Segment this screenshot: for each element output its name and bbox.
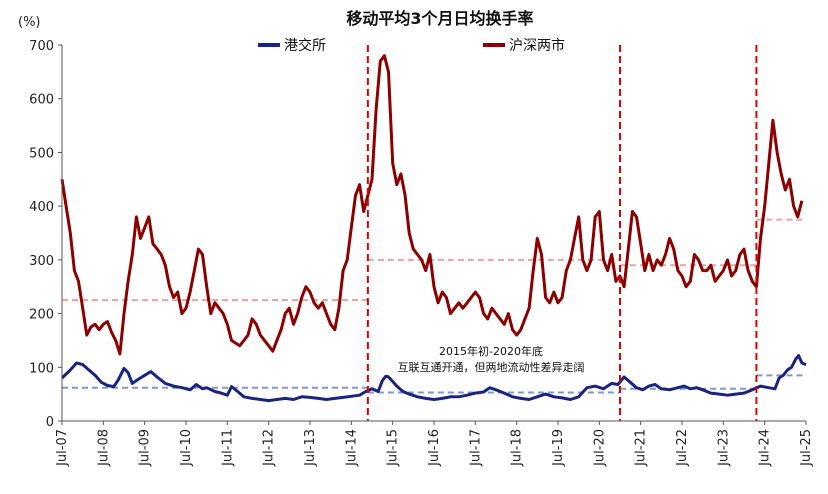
- y-tick-label: 600: [29, 93, 54, 108]
- x-tick-label: Jul-24: [758, 429, 773, 467]
- x-tick-label: Jul-16: [427, 429, 442, 467]
- x-tick-label: Jul-13: [303, 429, 318, 467]
- y-axis: 0 100 200 300 400 500 600 700: [29, 39, 62, 430]
- chart-title: 移动平均3个月日均换手率: [346, 9, 533, 28]
- x-tick-label: Jul-23: [716, 429, 731, 467]
- y-tick-label: 500: [29, 146, 54, 161]
- series-lines: [60, 54, 807, 403]
- x-tick-label: Jul-07: [55, 429, 70, 467]
- y-tick-label: 100: [29, 361, 54, 376]
- y-axis-unit-label: (%): [18, 15, 41, 30]
- x-axis: Jul-07 Jul-08 Jul-09 Jul-10 Jul-11 Jul-12 Jul-…: [55, 421, 814, 467]
- annotation-line-2: 互联互通开通，但两地流动性差异走阔: [398, 360, 585, 374]
- x-tick-label: Jul-09: [138, 429, 153, 467]
- period-dividers: [366, 45, 758, 421]
- legend-label-hkex: 港交所: [284, 37, 326, 54]
- x-tick-label: Jul-17: [468, 429, 483, 467]
- series-line: [60, 54, 804, 356]
- x-tick-label: Jul-14: [344, 429, 359, 467]
- x-tick-label: Jul-19: [551, 429, 566, 467]
- x-tick-label: Jul-22: [675, 429, 690, 467]
- x-tick-label: Jul-18: [510, 429, 525, 467]
- annotation-line-1: 2015年初-2020年底: [439, 344, 543, 358]
- x-tick-label: Jul-08: [96, 429, 111, 467]
- x-tick-label: Jul-20: [592, 429, 607, 467]
- x-tick-label: Jul-21: [634, 429, 649, 467]
- x-tick-label: Jul-12: [262, 429, 277, 467]
- series-line: [60, 354, 807, 403]
- legend: 港交所 沪深两市: [258, 37, 565, 54]
- y-tick-label: 200: [29, 308, 54, 323]
- x-tick-label: Jul-11: [220, 429, 235, 467]
- annotation-box: [378, 343, 608, 375]
- legend-label-shsz: 沪深两市: [509, 37, 565, 54]
- y-tick-label: 300: [29, 254, 54, 269]
- y-tick-label: 400: [29, 200, 54, 215]
- x-tick-label: Jul-25: [799, 429, 814, 467]
- x-tick-label: Jul-10: [179, 429, 194, 467]
- x-tick-label: Jul-15: [386, 429, 401, 467]
- y-tick-label: 700: [29, 39, 54, 54]
- y-tick-label: 0: [46, 415, 54, 430]
